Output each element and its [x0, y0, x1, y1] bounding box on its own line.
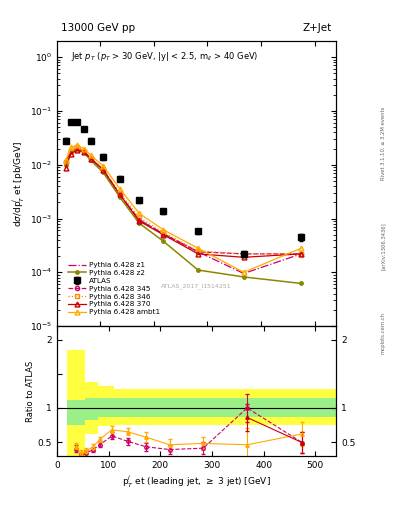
Text: [arXiv:1306.3436]: [arXiv:1306.3436] — [381, 222, 386, 270]
Text: mcplots.cern.ch: mcplots.cern.ch — [381, 312, 386, 354]
Pythia 6.428 z1 — [196, 249, 200, 255]
X-axis label: p$_T^j$ et (leading jet, $\geq$ 3 jet) [GeV]: p$_T^j$ et (leading jet, $\geq$ 3 jet) [… — [122, 474, 271, 490]
Pythia 6.428 z1 — [63, 159, 68, 165]
Pythia 6.428 z1 — [68, 148, 73, 154]
Pythia 6.428 z2 — [101, 169, 105, 176]
Pythia 6.428 z1 — [75, 144, 79, 151]
Line: Pythia 6.428 z1: Pythia 6.428 z1 — [66, 147, 301, 273]
Pythia 6.428 z2 — [81, 150, 86, 156]
Pythia 6.428 z1 — [161, 231, 165, 237]
Pythia 6.428 z2 — [75, 145, 79, 152]
Text: Rivet 3.1.10, ≥ 3.2M events: Rivet 3.1.10, ≥ 3.2M events — [381, 106, 386, 180]
Pythia 6.428 z2 — [196, 267, 200, 273]
Y-axis label: d$\sigma$/dp$_T^{j}$ et [pb/GeV]: d$\sigma$/dp$_T^{j}$ et [pb/GeV] — [11, 140, 27, 227]
Pythia 6.428 z1 — [118, 191, 122, 198]
Pythia 6.428 z1 — [137, 217, 141, 223]
Pythia 6.428 z1 — [299, 251, 303, 257]
Pythia 6.428 z2 — [63, 162, 68, 168]
Text: ATLAS_2017_I1514251: ATLAS_2017_I1514251 — [161, 283, 232, 289]
Pythia 6.428 z1 — [241, 270, 246, 276]
Y-axis label: Ratio to ATLAS: Ratio to ATLAS — [26, 360, 35, 421]
Pythia 6.428 z1 — [81, 148, 86, 154]
Pythia 6.428 z1 — [101, 166, 105, 173]
Line: Pythia 6.428 z2: Pythia 6.428 z2 — [64, 147, 303, 285]
Pythia 6.428 z2 — [88, 157, 93, 163]
Pythia 6.428 z2 — [68, 150, 73, 156]
Legend: Pythia 6.428 z1, Pythia 6.428 z2, ATLAS, Pythia 6.428 345, Pythia 6.428 346, Pyt: Pythia 6.428 z1, Pythia 6.428 z2, ATLAS,… — [66, 261, 162, 317]
Text: Jet $p_T$ ($p_T$ > 30 GeV, |y| < 2.5, m$_{ll}$ > 40 GeV): Jet $p_T$ ($p_T$ > 30 GeV, |y| < 2.5, m$… — [71, 50, 258, 62]
Text: 13000 GeV pp: 13000 GeV pp — [61, 23, 135, 33]
Pythia 6.428 z2 — [137, 220, 141, 226]
Pythia 6.428 z2 — [241, 274, 246, 280]
Pythia 6.428 z2 — [118, 194, 122, 200]
Text: Z+Jet: Z+Jet — [303, 23, 332, 33]
Pythia 6.428 z2 — [161, 238, 165, 244]
Pythia 6.428 z1 — [88, 156, 93, 162]
Pythia 6.428 z2 — [299, 281, 303, 287]
